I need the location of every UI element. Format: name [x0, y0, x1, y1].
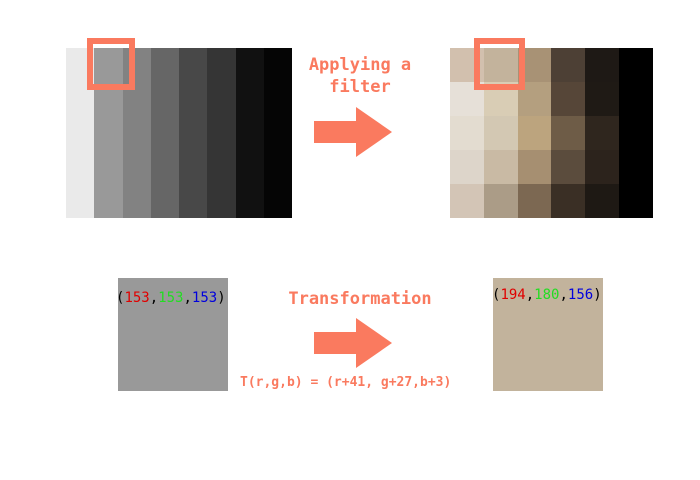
source-b-value: 153 [191, 290, 218, 306]
gray-band [150, 48, 179, 218]
transformation-caption: Transformation [288, 289, 432, 309]
source-r-value: 153 [124, 290, 150, 306]
filtered-cell [619, 184, 653, 218]
gray-band [207, 48, 236, 218]
filtered-cell [585, 184, 620, 218]
right-arrow-icon [314, 318, 392, 368]
filtered-cell [619, 82, 653, 116]
comma: , [559, 287, 568, 303]
filtered-cell [551, 150, 586, 184]
grayscale-strip [66, 48, 292, 218]
filtered-cell [483, 150, 518, 184]
transformation-formula: T(r,g,b) = (r+41, g+27,b+3) [240, 375, 452, 390]
gray-band [263, 48, 292, 218]
paren-open: ( [492, 287, 501, 303]
source-rgb-label: (153,153,153) [116, 290, 226, 306]
result-highlight-box [474, 38, 525, 90]
filtered-cell [551, 82, 586, 116]
filtered-cell [517, 116, 552, 150]
result-g-value: 180 [534, 287, 560, 303]
filtered-cell [619, 150, 653, 184]
result-r-value: 194 [500, 287, 526, 303]
comma: , [525, 287, 535, 303]
filtered-cell [585, 82, 620, 116]
filtered-cell [585, 116, 620, 150]
filter-caption-line1: Applying a [308, 55, 412, 75]
filtered-cell [450, 184, 484, 218]
filtered-cell [483, 48, 518, 82]
filtered-cell [551, 116, 586, 150]
source-g-value: 153 [158, 290, 184, 306]
filtered-cell [517, 184, 552, 218]
filtered-cell [585, 48, 620, 82]
filtered-cell [619, 48, 653, 82]
gray-band [122, 48, 151, 218]
right-arrow-icon [314, 107, 392, 157]
result-color-swatch [493, 278, 603, 391]
gray-band [235, 48, 264, 218]
filter-caption: Applying a filter [290, 54, 430, 98]
filtered-cell [585, 150, 620, 184]
result-b-value: 156 [567, 287, 594, 303]
filtered-image-grid [450, 48, 653, 218]
result-rgb-label: (194,180,156) [492, 287, 602, 303]
paren-open: ( [116, 290, 125, 306]
filtered-cell [517, 150, 552, 184]
filtered-cell [450, 150, 484, 184]
gray-band [94, 48, 123, 218]
paren-close: ) [217, 290, 226, 306]
filtered-cell [483, 116, 518, 150]
filtered-cell [483, 184, 518, 218]
filtered-cell [619, 116, 653, 150]
filtered-cell [551, 48, 586, 82]
gray-band [179, 48, 208, 218]
filtered-cell [450, 116, 484, 150]
source-highlight-box [87, 38, 135, 90]
filter-caption-line2: filter [329, 77, 391, 97]
filtered-cell [551, 184, 586, 218]
paren-close: ) [593, 287, 602, 303]
comma: , [149, 290, 159, 306]
source-color-swatch [118, 278, 228, 391]
comma: , [183, 290, 192, 306]
